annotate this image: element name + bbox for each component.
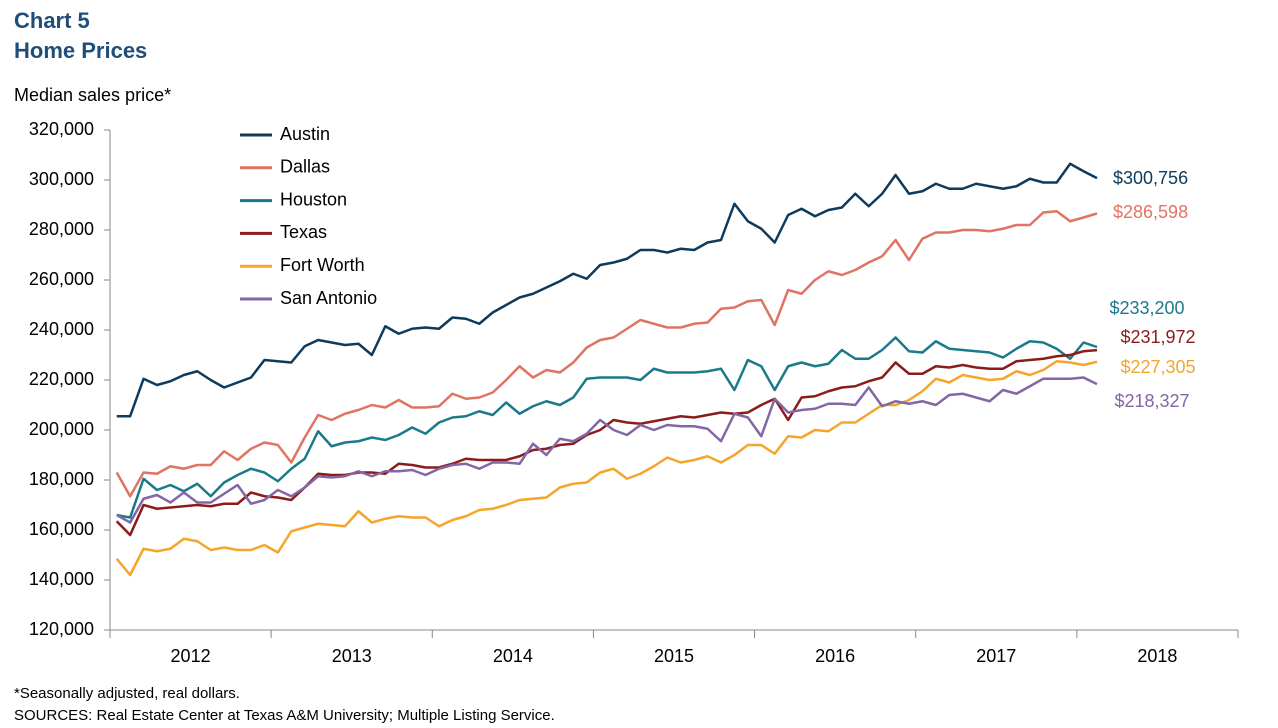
legend-label: Fort Worth [280, 255, 365, 275]
end-label: $231,972 [1120, 327, 1195, 347]
y-tick-label: 240,000 [29, 319, 94, 339]
x-tick-label: 2014 [493, 646, 533, 666]
end-label: $300,756 [1113, 168, 1188, 188]
y-tick-label: 220,000 [29, 369, 94, 389]
end-label: $286,598 [1113, 202, 1188, 222]
y-tick-label: 160,000 [29, 519, 94, 539]
chart-title: Chart 5 [14, 8, 90, 33]
y-tick-label: 320,000 [29, 119, 94, 139]
y-tick-label: 300,000 [29, 169, 94, 189]
series-line [116, 336, 1098, 519]
series-line [115, 360, 1098, 577]
series-line [115, 210, 1098, 498]
legend-label: Austin [280, 124, 330, 144]
end-label: $218,327 [1114, 391, 1189, 411]
end-label: $227,305 [1120, 357, 1195, 377]
y-tick-label: 260,000 [29, 269, 94, 289]
y-tick-label: 120,000 [29, 619, 94, 639]
series-line [116, 162, 1098, 418]
x-tick-label: 2017 [976, 646, 1016, 666]
legend-label: Houston [280, 189, 347, 209]
y-axis-label: Median sales price* [14, 85, 171, 105]
y-tick-label: 280,000 [29, 219, 94, 239]
source: SOURCES: Real Estate Center at Texas A&M… [14, 707, 555, 724]
legend-label: San Antonio [280, 288, 377, 308]
y-tick-label: 200,000 [29, 419, 94, 439]
y-tick-label: 140,000 [29, 569, 94, 589]
y-tick-label: 180,000 [29, 469, 94, 489]
x-tick-label: 2018 [1137, 646, 1177, 666]
x-tick-label: 2016 [815, 646, 855, 666]
chart-subtitle: Home Prices [14, 38, 147, 63]
legend-label: Texas [280, 222, 327, 242]
footnote: *Seasonally adjusted, real dollars. [14, 685, 240, 702]
legend-label: Dallas [280, 157, 330, 177]
end-label: $233,200 [1109, 298, 1184, 318]
x-tick-label: 2012 [171, 646, 211, 666]
x-tick-label: 2013 [332, 646, 372, 666]
x-tick-label: 2015 [654, 646, 694, 666]
series-line [116, 376, 1098, 524]
